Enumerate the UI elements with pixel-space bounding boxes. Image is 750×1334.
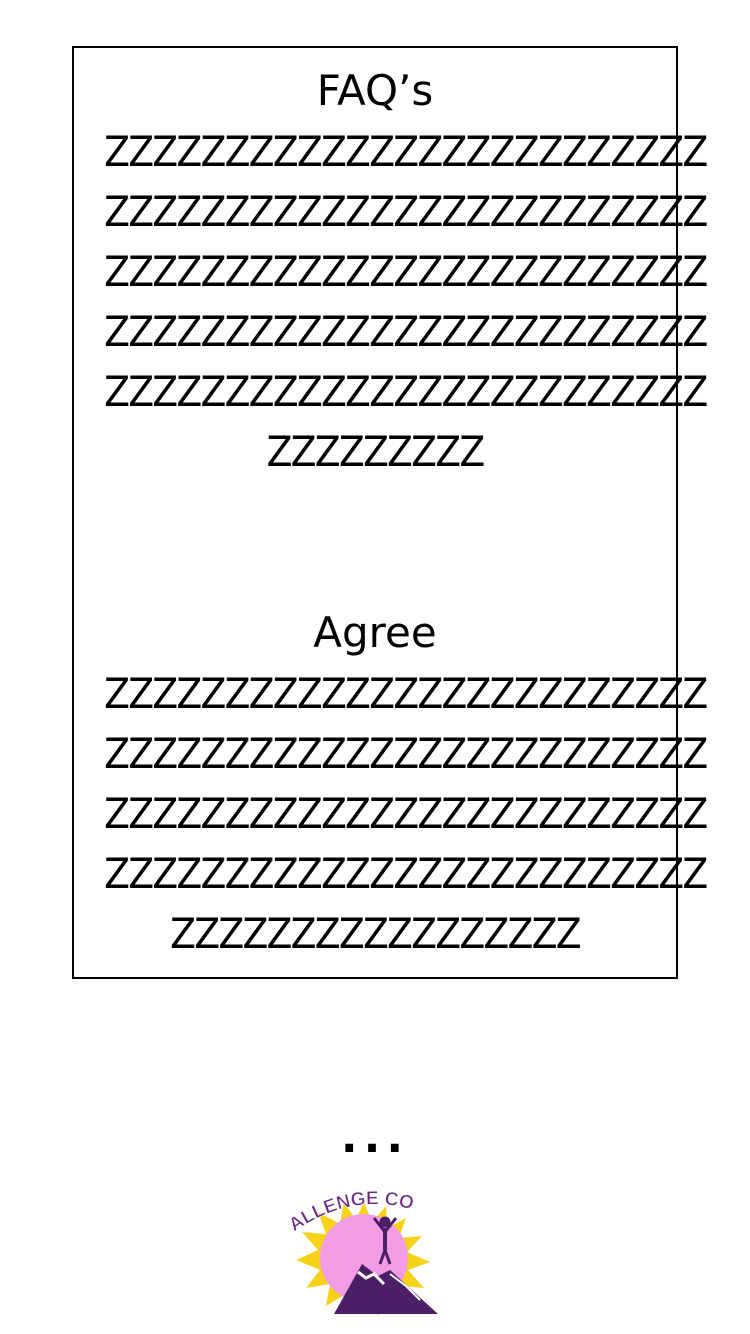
- agree-body: ZZZZZZZZZZZZZZZZZZZZZZZZZ ZZZZZZZZZZZZZZ…: [74, 664, 708, 964]
- faq-body: ZZZZZZZZZZZZZZZZZZZZZZZZZ ZZZZZZZZZZZZZZ…: [74, 122, 708, 482]
- faq-line: ZZZZZZZZZ: [266, 427, 486, 476]
- allenge-co-logo: ALLENGE CO: [285, 1188, 440, 1316]
- faq-line: ZZZZZZZZZZZZZZZZZZZZZZZZZ: [104, 247, 708, 296]
- faq-title: FAQ’s: [316, 66, 434, 115]
- more-indicator: ...: [340, 1112, 410, 1163]
- faq-line: ZZZZZZZZZZZZZZZZZZZZZZZZZ: [104, 307, 708, 356]
- faq-line: ZZZZZZZZZZZZZZZZZZZZZZZZZ: [104, 127, 708, 176]
- agree-line: ZZZZZZZZZZZZZZZZZ: [170, 909, 581, 958]
- mountain-shape: [334, 1264, 438, 1314]
- content-card: FAQ’s ZZZZZZZZZZZZZZZZZZZZZZZZZ ZZZZZZZZ…: [72, 46, 708, 979]
- agree-line: ZZZZZZZZZZZZZZZZZZZZZZZZZ: [104, 789, 708, 838]
- mountain-summit-logo-icon: ALLENGE CO: [285, 1188, 438, 1316]
- mountain-snow: [357, 1270, 386, 1286]
- faq-line: ZZZZZZZZZZZZZZZZZZZZZZZZZ: [104, 187, 708, 236]
- faq-line: ZZZZZZZZZZZZZZZZZZZZZZZZZ: [104, 367, 708, 416]
- agree-line: ZZZZZZZZZZZZZZZZZZZZZZZZZ: [104, 669, 708, 718]
- mountain-ridge: [389, 1273, 421, 1301]
- agree-line: ZZZZZZZZZZZZZZZZZZZZZZZZZ: [104, 849, 708, 898]
- agree-line: ZZZZZZZZZZZZZZZZZZZZZZZZZ: [104, 729, 708, 778]
- agree-title: Agree: [313, 608, 437, 657]
- summit-person: [372, 1216, 398, 1265]
